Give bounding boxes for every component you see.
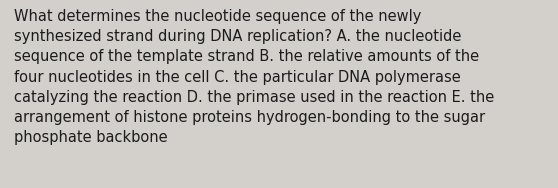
Text: What determines the nucleotide sequence of the newly
synthesized strand during D: What determines the nucleotide sequence …	[14, 9, 494, 145]
